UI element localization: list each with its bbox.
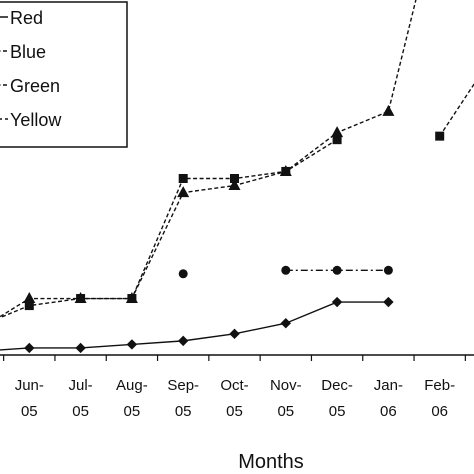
x-tick-label: Jan- [374,377,403,394]
legend-item-green: Green [0,76,60,96]
x-tick-label: Nov- [270,377,302,394]
data-point-blue [435,131,445,141]
legend-item-yellow: Yellow [0,110,62,130]
legend-box [0,1,128,148]
data-point-green [279,164,292,176]
data-point-blue [230,174,239,183]
x-tick-label: 05 [72,403,89,420]
data-point-green [382,104,395,116]
x-tick-label: 05 [124,403,141,420]
data-point-green [23,292,36,304]
series-line-blue [439,82,474,137]
series-yellow [178,265,393,279]
series-layer [0,0,474,354]
data-point-green [228,179,241,191]
legend-label: Blue [10,42,46,62]
x-tick-label: 06 [380,403,397,420]
x-tick-label: 05 [277,403,294,420]
data-point-red [280,318,291,329]
x-tick-label: 05 [21,403,38,420]
legend-label: Yellow [10,110,62,130]
data-point-yellow [178,269,188,279]
x-tick-labels: May-05Jun-05Jul-05Aug-05Sep-05Oct-05Nov-… [15,377,455,420]
x-axis-title: Months [238,451,304,473]
data-point-green [74,292,87,304]
legend-label: Red [10,8,43,28]
x-tick-label: Sep- [167,377,199,394]
data-point-blue [24,301,34,311]
data-point-red [383,296,394,308]
series-line-red [0,301,389,351]
series-red [0,296,394,354]
x-tick-label: Oct- [220,377,248,394]
data-point-green [177,186,190,198]
data-point-green [125,292,138,304]
x-tick-label: Aug- [116,377,148,394]
data-point-yellow [332,265,342,275]
legend-item-blue: Blue [0,42,46,62]
x-tick-label: Dec- [321,377,353,394]
legend-item-red: Red [0,8,43,28]
x-tick-label: 05 [175,403,192,420]
series-line-green [0,0,417,318]
data-point-yellow [281,265,291,275]
data-point-red [24,342,35,354]
data-point-red [75,342,86,354]
series-line-blue [0,139,338,319]
x-tick-label: 05 [329,403,346,420]
x-tick-label: 06 [431,403,448,420]
axes [0,354,474,361]
data-point-green [331,126,344,138]
legend: Red Blue Green Yellow [0,1,128,148]
data-point-red [178,335,189,347]
data-point-blue [332,135,342,145]
legend-label: Green [10,76,60,96]
x-tick-label: Feb- [424,377,455,394]
data-point-red [229,328,240,340]
x-tick-label: 05 [226,403,243,420]
data-point-red [331,296,343,308]
data-point-yellow [383,265,393,275]
x-tick-label: Jun- [15,377,44,394]
data-point-red [126,339,138,350]
series-green [0,0,417,318]
data-point-blue [178,174,188,183]
x-tick-label: Jul- [69,377,93,394]
